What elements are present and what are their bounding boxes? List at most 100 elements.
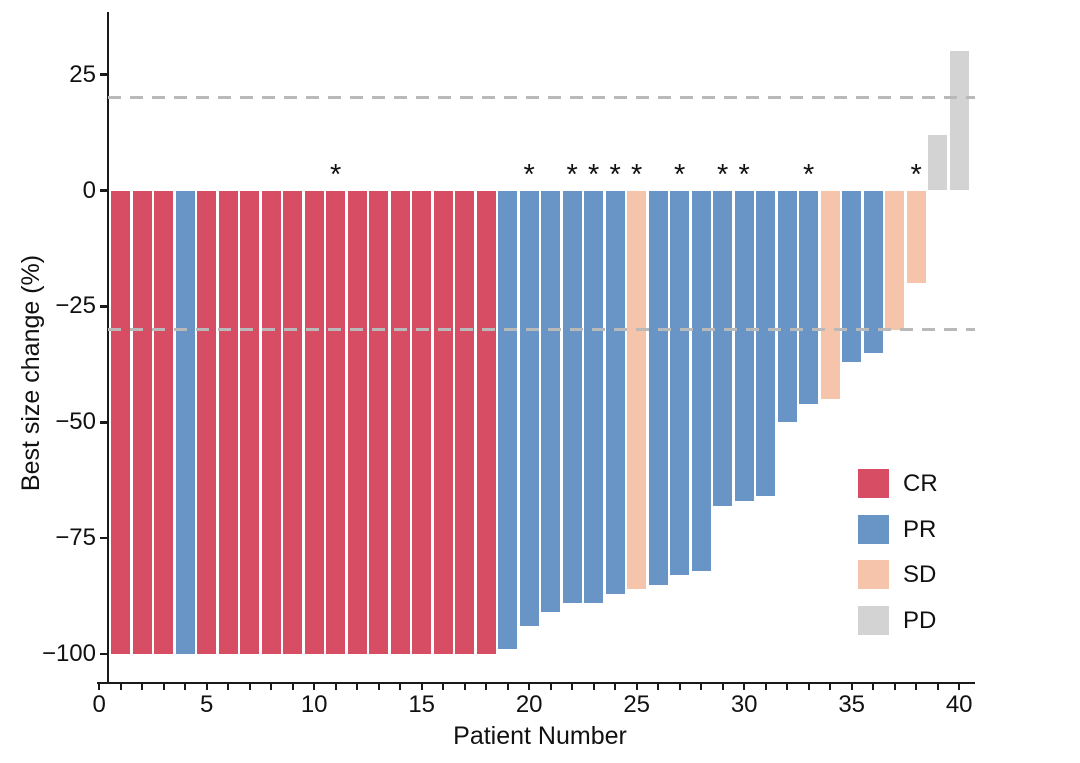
x-tick-20 bbox=[528, 683, 531, 690]
bar-patient-10 bbox=[304, 190, 324, 655]
x-axis-line bbox=[97, 681, 975, 684]
x-tick-7 bbox=[248, 683, 251, 690]
x-tick-37 bbox=[893, 683, 896, 690]
x-tick-38 bbox=[915, 683, 918, 690]
x-tick-13 bbox=[377, 683, 380, 690]
x-tick-9 bbox=[291, 683, 294, 690]
bar-patient-18 bbox=[476, 190, 496, 655]
x-tick-34 bbox=[829, 683, 832, 690]
x-tick-6 bbox=[227, 683, 230, 690]
bar-patient-32 bbox=[777, 190, 797, 423]
x-tick-label-40: 40 bbox=[945, 691, 973, 718]
significance-star-patient-20: * bbox=[523, 159, 535, 191]
y-axis-title: Best size change (%) bbox=[17, 254, 45, 492]
x-tick-25 bbox=[635, 683, 638, 690]
x-tick-19 bbox=[506, 683, 509, 690]
y-tick--50 bbox=[100, 421, 108, 424]
bar-patient-34 bbox=[820, 190, 840, 400]
significance-star-patient-38: * bbox=[910, 159, 922, 191]
significance-star-patient-23: * bbox=[588, 159, 600, 191]
bar-patient-31 bbox=[756, 190, 776, 497]
y-tick-label--50: −50 bbox=[55, 408, 96, 436]
bar-patient-21 bbox=[541, 190, 561, 613]
bar-patient-28 bbox=[691, 190, 711, 571]
y-tick--75 bbox=[100, 536, 108, 540]
bar-patient-9 bbox=[283, 190, 303, 655]
bar-patient-39 bbox=[928, 134, 948, 191]
x-tick-label-15: 15 bbox=[408, 691, 436, 718]
legend-swatch-pd bbox=[858, 605, 889, 635]
x-tick-22 bbox=[571, 683, 574, 690]
legend-label-pr: PR bbox=[903, 515, 937, 543]
x-tick-39 bbox=[936, 683, 939, 690]
x-tick-21 bbox=[549, 683, 552, 690]
x-tick-26 bbox=[657, 683, 660, 690]
y-tick--25 bbox=[100, 305, 108, 308]
x-tick-label-0: 0 bbox=[92, 691, 106, 718]
x-tick-label-5: 5 bbox=[200, 691, 214, 718]
significance-star-patient-24: * bbox=[609, 159, 621, 191]
x-tick-30 bbox=[743, 683, 746, 690]
x-tick-23 bbox=[592, 683, 595, 690]
legend-swatch-sd bbox=[858, 560, 889, 589]
x-tick-2 bbox=[141, 683, 144, 690]
significance-star-patient-27: * bbox=[674, 159, 686, 191]
y-tick-25 bbox=[100, 73, 108, 76]
x-tick-4 bbox=[184, 683, 187, 690]
x-tick-11 bbox=[334, 683, 337, 690]
bar-patient-24 bbox=[605, 190, 625, 594]
x-tick-15 bbox=[420, 683, 423, 690]
x-tick-28 bbox=[700, 683, 703, 690]
bar-patient-4 bbox=[175, 190, 195, 655]
bar-patient-30 bbox=[734, 190, 754, 502]
x-tick-40 bbox=[958, 683, 961, 690]
legend-swatch-pr bbox=[858, 514, 889, 544]
x-tick-16 bbox=[442, 683, 445, 690]
significance-star-patient-11: * bbox=[330, 159, 342, 191]
x-tick-31 bbox=[764, 683, 767, 690]
y-tick-label--100: −100 bbox=[41, 640, 96, 668]
bar-patient-22 bbox=[562, 190, 582, 604]
x-tick-1 bbox=[119, 683, 122, 690]
x-axis-title: Patient Number bbox=[453, 722, 627, 750]
y-tick-label--25: −25 bbox=[55, 292, 96, 320]
x-tick-14 bbox=[399, 683, 402, 690]
x-tick-label-25: 25 bbox=[623, 691, 651, 718]
x-tick-label-35: 35 bbox=[838, 691, 866, 718]
bar-patient-1 bbox=[111, 190, 131, 655]
significance-star-patient-22: * bbox=[566, 159, 578, 191]
bar-patient-29 bbox=[713, 190, 733, 506]
bar-patient-3 bbox=[154, 190, 174, 655]
x-tick-24 bbox=[614, 683, 617, 690]
bar-patient-38 bbox=[906, 190, 926, 284]
bar-patient-16 bbox=[433, 190, 453, 655]
legend-swatch-cr bbox=[858, 469, 889, 498]
y-tick-label-0: 0 bbox=[82, 176, 96, 204]
bar-patient-23 bbox=[584, 190, 604, 604]
bar-patient-36 bbox=[863, 190, 883, 353]
x-tick-35 bbox=[850, 683, 853, 690]
x-tick-18 bbox=[485, 683, 488, 690]
bar-patient-15 bbox=[412, 190, 432, 655]
bar-patient-2 bbox=[132, 190, 152, 655]
x-tick-36 bbox=[872, 683, 875, 690]
bar-patient-40 bbox=[949, 51, 969, 191]
bar-patient-26 bbox=[648, 190, 668, 585]
significance-star-patient-33: * bbox=[803, 159, 815, 191]
x-tick-5 bbox=[205, 683, 208, 690]
x-tick-33 bbox=[807, 683, 810, 690]
bar-patient-35 bbox=[842, 190, 862, 363]
x-tick-12 bbox=[356, 683, 359, 690]
x-tick-29 bbox=[721, 683, 724, 690]
x-tick-3 bbox=[162, 683, 165, 690]
x-tick-label-10: 10 bbox=[300, 691, 328, 718]
legend-label-sd: SD bbox=[903, 561, 937, 588]
bar-patient-25 bbox=[627, 190, 647, 590]
bar-patient-14 bbox=[390, 190, 410, 655]
y-tick-0 bbox=[100, 189, 108, 192]
bar-patient-13 bbox=[369, 190, 389, 655]
bar-patient-19 bbox=[498, 190, 518, 650]
x-tick-0 bbox=[98, 683, 101, 690]
bar-patient-20 bbox=[519, 190, 539, 627]
bar-patient-7 bbox=[240, 190, 260, 655]
